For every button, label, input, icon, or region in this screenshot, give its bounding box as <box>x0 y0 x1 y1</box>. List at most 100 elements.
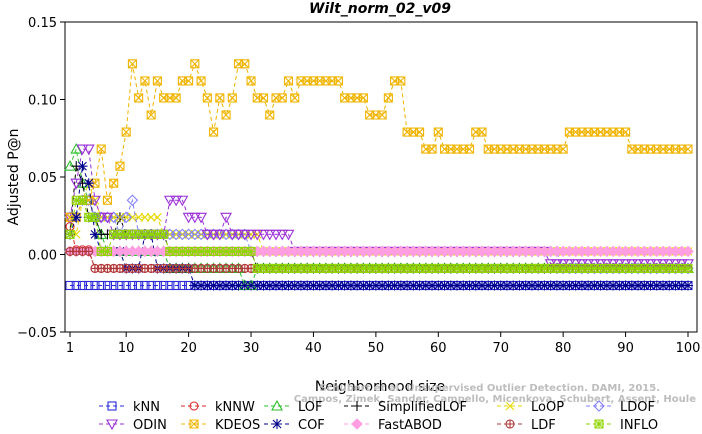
data-point-cof <box>358 280 369 291</box>
data-point-kdeos <box>683 144 693 154</box>
data-point-odin <box>270 229 282 241</box>
legend-entry-knn: kNN <box>99 400 160 415</box>
legend: kNN kNNW LOF SimplifiedLOF LoOP LDOF ODIN KDEOS… <box>99 399 658 433</box>
legend-marker-knn <box>107 401 117 411</box>
data-point-cof <box>564 280 575 291</box>
legend-entry-kdeos: KDEOS <box>181 418 260 433</box>
data-point-odin <box>188 212 201 224</box>
data-point-kdeos <box>240 59 250 69</box>
data-point-inflo <box>246 246 256 256</box>
data-point-cof <box>383 280 394 291</box>
data-point-kdeos <box>277 93 287 103</box>
data-point-cof <box>664 280 675 291</box>
legend-label-knn: kNN <box>133 400 160 415</box>
x-tick-label: 60 <box>430 341 447 356</box>
data-point-kdeos <box>621 127 631 137</box>
data-point-knn <box>121 280 131 291</box>
legend-entry-loop: LoOP <box>497 400 564 415</box>
data-point-inflo <box>159 229 169 239</box>
data-point-inflo <box>65 229 75 239</box>
data-point-kdeos <box>134 93 144 103</box>
data-point-inflo <box>90 212 100 222</box>
data-point-cof <box>608 280 619 291</box>
data-point-cof <box>676 280 687 291</box>
data-point-odin <box>101 212 114 224</box>
data-point-knn <box>152 280 162 291</box>
data-point-cof <box>514 280 525 291</box>
data-point-cof <box>264 280 275 291</box>
series-loop <box>65 178 693 256</box>
y-axis-label: Adjusted P@n <box>6 128 22 225</box>
legend-entry-ldf: LDF <box>497 418 556 433</box>
data-point-cof <box>402 280 413 291</box>
legend-marker-inflo <box>594 419 604 429</box>
data-point-cof <box>414 280 425 291</box>
data-point-cof <box>408 280 419 291</box>
legend-entry-cof: COF <box>264 418 325 433</box>
data-point-kdeos <box>427 144 437 154</box>
data-point-knn <box>159 280 169 291</box>
data-point-kdeos <box>171 93 181 103</box>
data-point-cof <box>302 280 313 291</box>
data-point-loop <box>153 212 162 222</box>
x-axis: 1 10 20 30 40 50 60 70 80 90 100 <box>66 332 700 356</box>
data-point-odin <box>232 229 245 241</box>
data-point-ldof <box>82 194 95 207</box>
data-point-kdeos <box>121 127 131 137</box>
series-kdeos <box>65 59 693 222</box>
x-tick-label: 20 <box>180 341 197 356</box>
data-point-odin <box>238 229 251 241</box>
x-tick-label: 90 <box>617 341 634 356</box>
data-point-cof <box>339 280 350 291</box>
data-point-cof <box>352 280 363 291</box>
data-point-cof <box>308 280 319 291</box>
data-point-cof <box>227 280 238 291</box>
x-tick-label: 10 <box>118 341 135 356</box>
data-point-cof <box>433 280 444 291</box>
data-point-ldof <box>107 211 120 224</box>
y-tick-label: 0.15 <box>28 16 57 31</box>
data-point-kdeos <box>477 127 487 137</box>
x-tick-label: 40 <box>305 341 322 356</box>
data-point-cof <box>345 280 356 291</box>
data-point-cof <box>589 280 600 291</box>
data-point-lof <box>70 142 83 154</box>
data-point-kdeos <box>102 195 113 205</box>
data-point-cof <box>252 280 263 291</box>
data-point-odin <box>213 229 226 241</box>
data-point-kdeos <box>90 178 100 188</box>
data-point-knn <box>71 280 81 291</box>
data-point-odin <box>257 229 270 241</box>
data-point-cof <box>626 280 637 291</box>
legend-entry-simplifiedlof: SimplifiedLOF <box>344 400 467 415</box>
data-point-cof <box>427 280 438 291</box>
legend-label-cof: COF <box>298 418 325 433</box>
data-point-cof <box>439 280 450 291</box>
data-point-cof <box>495 280 506 291</box>
data-point-kdeos <box>215 93 225 103</box>
x-tick-label: 50 <box>368 341 385 356</box>
data-point-cof <box>71 212 82 223</box>
data-point-cof <box>271 280 281 291</box>
data-point-ldof <box>120 211 132 224</box>
data-point-kdeos <box>115 161 125 171</box>
data-point-inflo <box>683 263 693 273</box>
y-tick-label: −0.05 <box>17 326 57 341</box>
data-point-cof <box>601 280 612 291</box>
data-point-cof <box>576 280 587 291</box>
legend-marker-lof <box>271 399 283 411</box>
data-point-cof <box>558 280 569 291</box>
data-point-kdeos <box>333 76 343 86</box>
data-point-odin <box>207 229 220 241</box>
data-point-cof <box>202 280 213 291</box>
legend-entry-knnw: kNNW <box>181 400 255 415</box>
data-point-odin <box>245 229 257 241</box>
data-point-cof <box>333 280 344 291</box>
data-point-cof <box>470 280 481 291</box>
data-point-kdeos <box>227 93 237 103</box>
chart-title: Wilt_norm_02_v09 <box>309 1 451 17</box>
legend-entry-odin: ODIN <box>99 418 167 433</box>
data-point-kdeos <box>246 76 256 86</box>
data-point-knn <box>165 280 175 291</box>
data-point-kdeos <box>396 76 406 86</box>
